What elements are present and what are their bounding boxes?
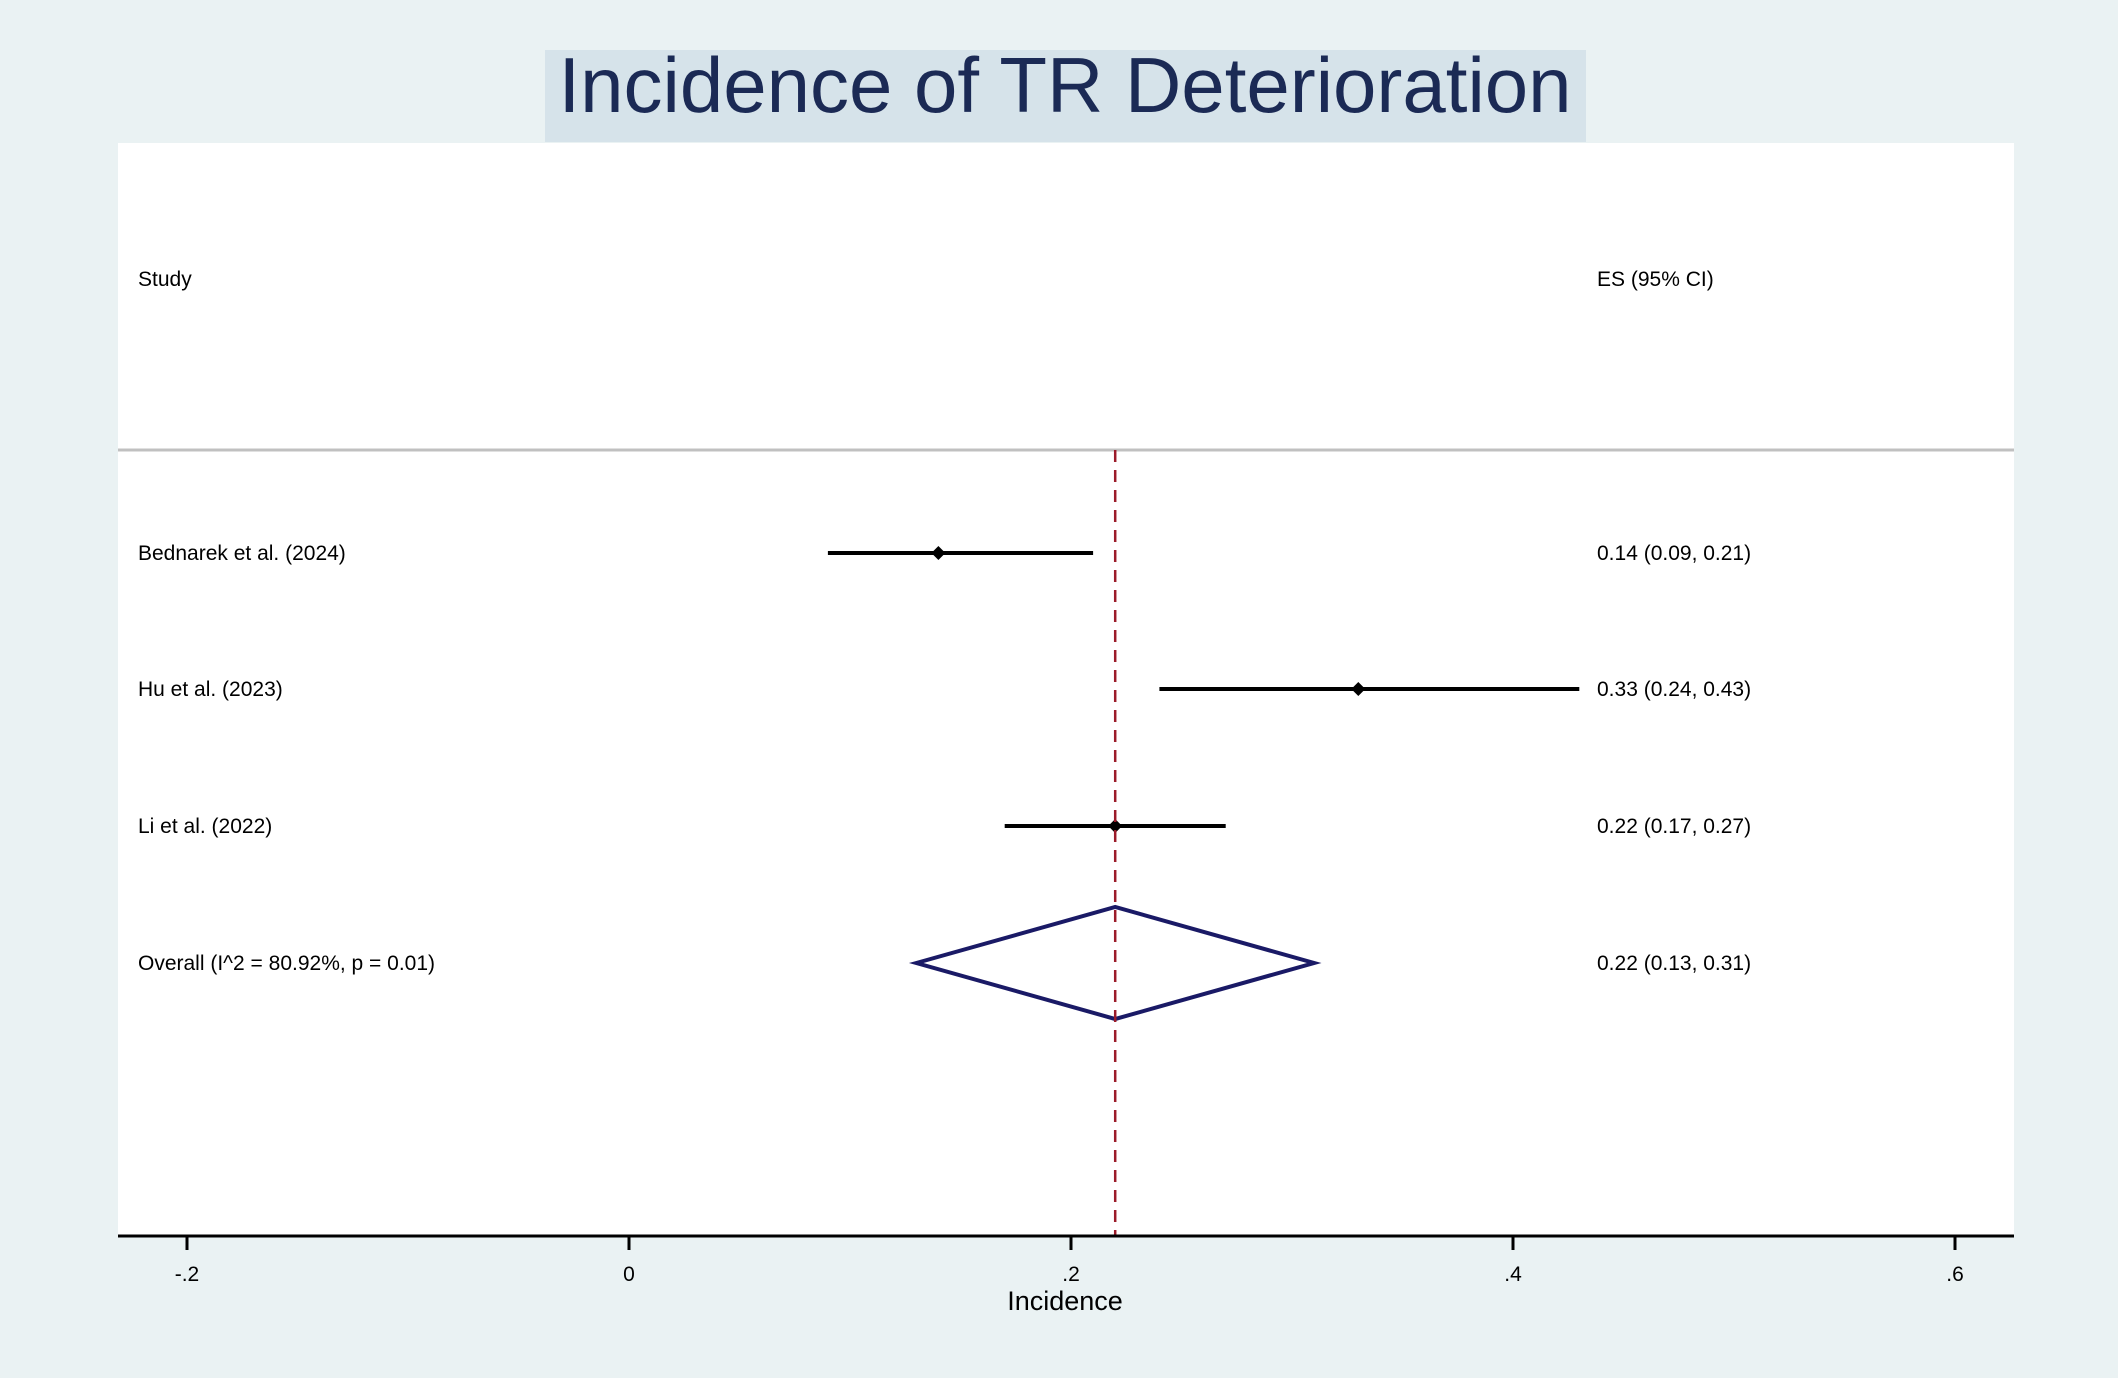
study-point [1351,682,1366,696]
x-tick-label: -.2 [175,1263,200,1286]
overall-es-text: 0.22 (0.13, 0.31) [1597,952,1751,975]
header-es: ES (95% CI) [1597,268,1714,291]
x-tick-label: .6 [1946,1263,1964,1286]
study-label: Bednarek et al. (2024) [138,542,346,565]
title-band [545,50,1586,142]
study-label: Li et al. (2022) [138,815,272,838]
study-rows: Bednarek et al. (2024) 0.14 (0.09, 0.21) H… [138,450,1751,1236]
study-label: Hu et al. (2023) [138,678,283,701]
study-point [931,546,946,560]
overall-label: Overall (I^2 = 80.92%, p = 0.01) [138,952,435,975]
x-axis-label: Incidence [1007,1286,1123,1316]
study-es-text: 0.33 (0.24, 0.43) [1597,678,1751,701]
x-tick-label: 0 [623,1263,635,1286]
study-es-text: 0.22 (0.17, 0.27) [1597,815,1751,838]
chart-title: Incidence of TR Deterioration [558,41,1571,129]
study-es-text: 0.14 (0.09, 0.21) [1597,542,1751,565]
x-axis-ticks: -.2 0 .2 .4 .6 [175,1236,1964,1286]
study-point [1108,819,1123,833]
x-tick-label: .4 [1504,1263,1522,1286]
overall-diamond [908,904,1322,1022]
header-study: Study [138,268,192,291]
plot-area [118,143,2014,1236]
x-tick-label: .2 [1062,1263,1080,1286]
